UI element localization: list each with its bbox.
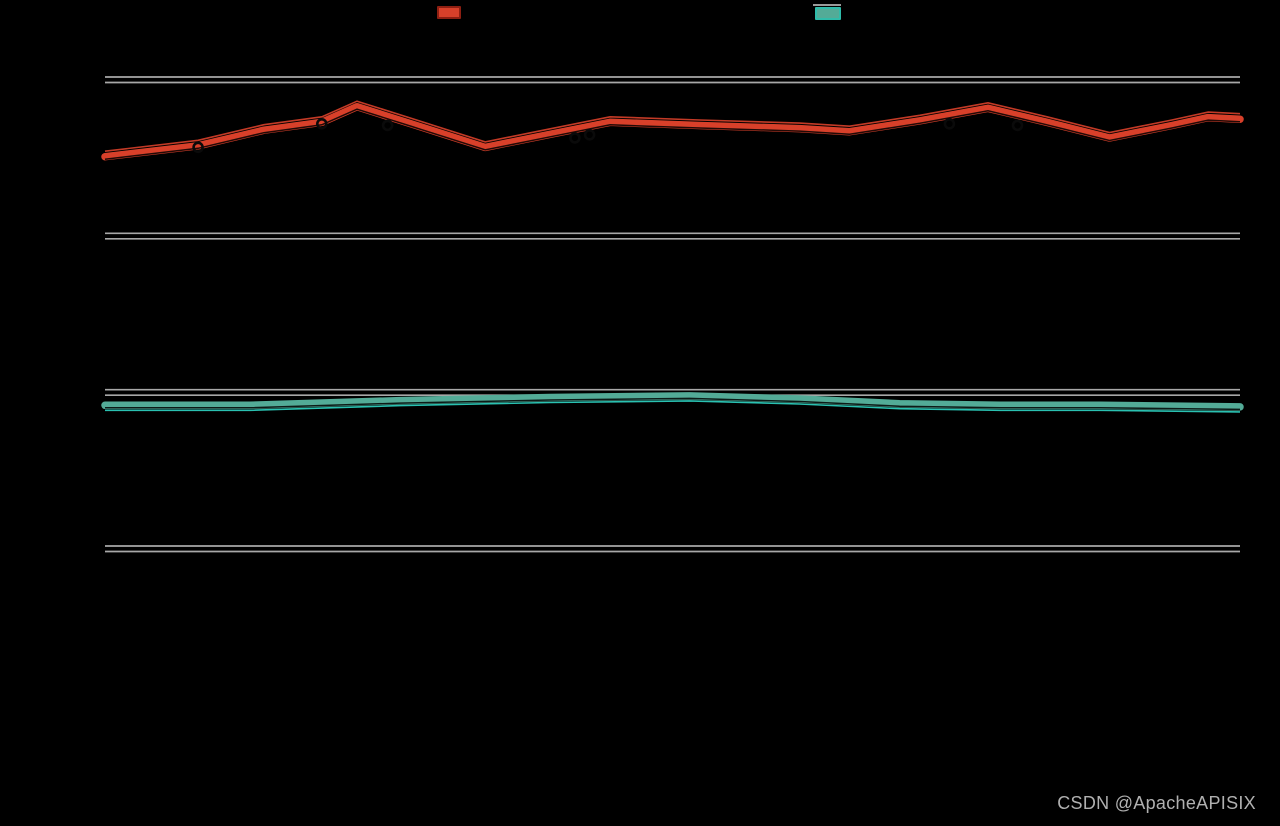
legend-swatch-red	[437, 6, 461, 19]
legend-swatch-teal-top-edge	[813, 4, 841, 6]
chart-legend	[0, 0, 1280, 30]
legend-swatch-teal	[815, 7, 841, 20]
watermark-text: CSDN @ApacheAPISIX	[1057, 793, 1256, 813]
